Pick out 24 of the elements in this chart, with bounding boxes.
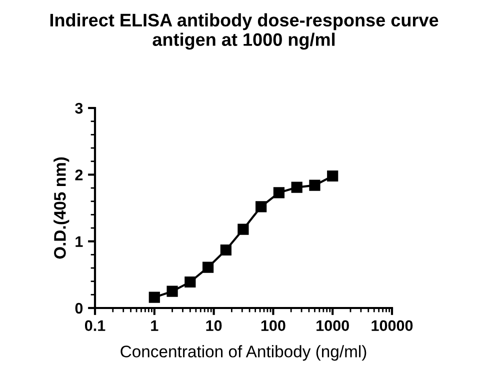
x-tick-label: 10 — [206, 320, 222, 332]
point — [148, 292, 160, 303]
point — [202, 262, 214, 273]
x-axis-title: Concentration of Antibody (ng/ml) — [120, 345, 366, 361]
y-tick-label: 2 — [75, 170, 83, 180]
point — [327, 170, 338, 182]
point — [166, 286, 178, 297]
x-tick-label: 100 — [261, 320, 286, 332]
point — [238, 224, 249, 235]
point — [273, 187, 285, 198]
y-axis-title: O.D.(405 nm) — [54, 157, 70, 259]
y-tick-label: 3 — [75, 102, 83, 114]
point — [184, 276, 196, 288]
chart-title: Indirect ELISA antibody dose-response curve antigen at 1000 ng/ml — [50, 13, 438, 50]
y-tick-label: 0 — [75, 302, 83, 314]
point — [256, 201, 267, 212]
point — [309, 180, 320, 191]
x-tick-label: 10000 — [372, 320, 413, 332]
x-tick-label: 0.1 — [84, 320, 106, 332]
x-tick-label: 1 — [151, 320, 158, 331]
x-tick-label: 1000 — [316, 320, 349, 332]
point — [291, 182, 302, 193]
y-tick-label: 1 — [76, 236, 83, 247]
point — [220, 244, 232, 256]
